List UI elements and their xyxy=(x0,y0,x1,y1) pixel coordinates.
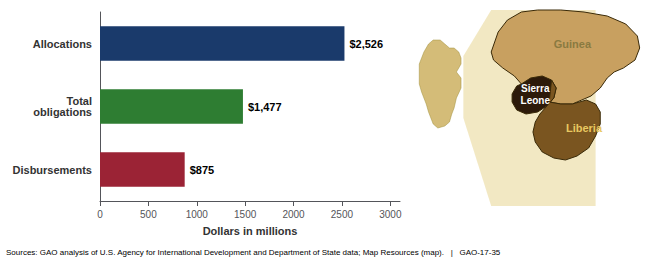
svg-text:obligations: obligations xyxy=(33,106,92,118)
svg-text:3000: 3000 xyxy=(379,209,402,220)
svg-text:Leone: Leone xyxy=(521,95,551,106)
svg-text:2000: 2000 xyxy=(282,209,305,220)
svg-text:1000: 1000 xyxy=(186,209,209,220)
svg-text:1500: 1500 xyxy=(234,209,257,220)
svg-text:Allocations: Allocations xyxy=(33,38,92,50)
svg-text:Guinea: Guinea xyxy=(554,38,592,50)
svg-text:Sources: GAO analysis of U.S.: Sources: GAO analysis of U.S. Agency for… xyxy=(6,248,501,257)
svg-text:Total: Total xyxy=(66,95,92,107)
svg-text:Liberia: Liberia xyxy=(566,122,603,134)
svg-text:0: 0 xyxy=(97,209,103,220)
svg-text:$875: $875 xyxy=(190,164,214,176)
svg-text:$2,526: $2,526 xyxy=(349,38,383,50)
svg-text:Disbursements: Disbursements xyxy=(13,164,92,176)
svg-text:Dollars in millions: Dollars in millions xyxy=(203,225,298,237)
svg-text:$1,477: $1,477 xyxy=(248,101,282,113)
svg-text:500: 500 xyxy=(140,209,157,220)
svg-text:Sierra: Sierra xyxy=(521,83,550,94)
svg-text:2500: 2500 xyxy=(331,209,354,220)
